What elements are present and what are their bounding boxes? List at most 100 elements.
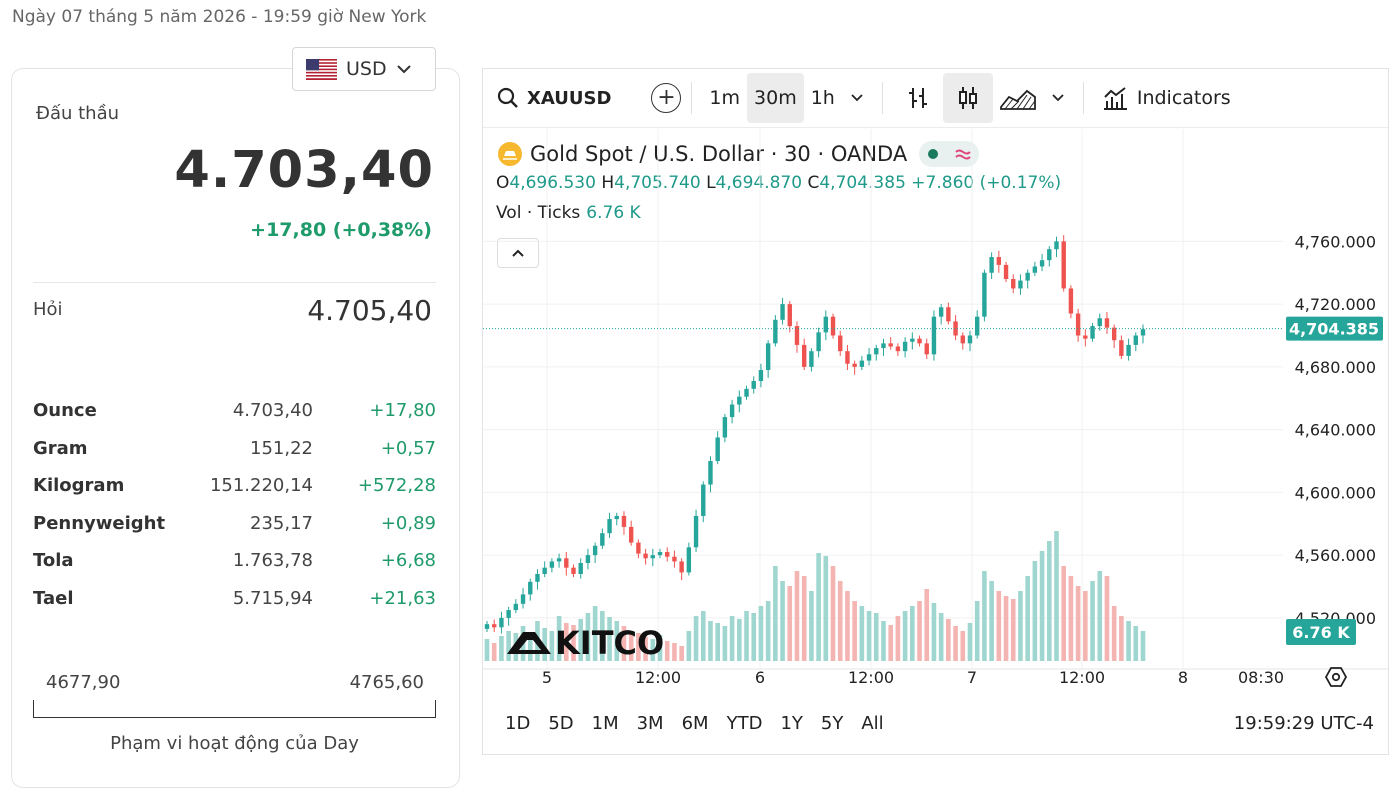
y-axis-tick-label: 4,640.000 <box>1295 421 1376 440</box>
volume-bar <box>866 611 872 661</box>
volume-bar <box>996 591 1002 661</box>
volume-bar <box>946 619 951 661</box>
candle-body <box>974 316 980 336</box>
volume-bar <box>1075 586 1081 661</box>
volume-bar <box>1133 626 1139 661</box>
interval-30m-button[interactable]: 30m <box>747 73 804 123</box>
indicators-button[interactable]: Indicators <box>1094 73 1238 123</box>
x-axis-tick-label: 8 <box>1178 668 1188 687</box>
candle-body <box>528 581 533 595</box>
market-status-pill[interactable] <box>919 141 980 167</box>
candle-body <box>888 343 893 347</box>
candle-body <box>830 316 836 336</box>
candle-body <box>1025 272 1030 281</box>
unit-row: Pennyweight 235,17 +0,89 <box>33 505 436 543</box>
unit-name: Gram <box>33 437 88 459</box>
interval-dropdown[interactable] <box>842 73 872 123</box>
volume-bar <box>693 616 699 661</box>
volume-bar <box>902 611 908 661</box>
candle-body <box>787 304 792 327</box>
candle-chart-style-button[interactable] <box>942 73 993 123</box>
candle-body <box>744 388 749 397</box>
range-1y[interactable]: 1Y <box>780 713 803 734</box>
volume-bar <box>787 586 793 661</box>
volume-bar <box>974 601 980 661</box>
price-chart[interactable]: 4,760.000 4,720.000 4,680.000 4,640.000 4,60… <box>483 129 1388 694</box>
candle-body <box>1047 249 1052 261</box>
range-ytd[interactable]: YTD <box>726 713 763 734</box>
volume-bar <box>1097 571 1103 661</box>
range-6m[interactable]: 6M <box>681 713 709 734</box>
chart-widget: XAUUSD + 1m 30m 1h Indicators Gold Spot <box>482 68 1389 755</box>
unit-row: Kilogram 151.220,14 +572,28 <box>33 467 436 505</box>
volume-bar <box>845 591 850 661</box>
range-all[interactable]: All <box>861 713 884 734</box>
candle-body <box>1061 241 1066 289</box>
unit-row: Ounce 4.703,40 +17,80 <box>33 392 436 430</box>
svg-text:KITCO: KITCO <box>555 624 664 662</box>
day-range-caption: Phạm vi hoạt động của Day <box>110 733 359 754</box>
candle-body <box>953 321 958 336</box>
candle-body <box>643 553 648 559</box>
x-axis-tick-label: 6 <box>755 668 765 687</box>
chevron-down-icon <box>1052 94 1064 102</box>
volume-bar <box>679 646 684 661</box>
header-date: Ngày 07 tháng 5 năm 2026 - 19:59 giờ New… <box>12 7 427 27</box>
candle-body <box>1075 313 1081 336</box>
volume-bar <box>527 635 533 661</box>
candle-body <box>895 346 901 352</box>
volume-bar <box>1083 591 1088 661</box>
candle-body <box>946 307 951 322</box>
close-value: 4,704.385 <box>819 173 906 193</box>
candle-body <box>982 272 987 317</box>
candle-body <box>1133 335 1138 345</box>
bar-chart-style-button[interactable] <box>893 73 943 123</box>
range-3m[interactable]: 3M <box>636 713 664 734</box>
unit-row: Gram 151,22 +0,57 <box>33 430 436 468</box>
interval-1h-button[interactable]: 1h <box>810 87 835 109</box>
ask-value: 4.705,40 <box>307 294 432 327</box>
volume-bar <box>1119 616 1124 661</box>
range-1d[interactable]: 1D <box>505 713 531 734</box>
volume-bar <box>556 616 562 661</box>
volume-bar <box>773 566 778 661</box>
interval-1m-button[interactable]: 1m <box>709 87 741 109</box>
volume-bar <box>1032 561 1038 661</box>
range-5d[interactable]: 5D <box>548 713 574 734</box>
candle-body <box>1090 326 1095 339</box>
range-5y[interactable]: 5Y <box>820 713 844 734</box>
unit-price: 5.715,94 <box>232 587 313 609</box>
volume-bar <box>765 601 771 661</box>
range-1m[interactable]: 1M <box>591 713 619 734</box>
volume-bar <box>664 641 670 661</box>
volume-bar <box>830 566 836 661</box>
candle-body <box>686 547 692 573</box>
symbol-search[interactable]: XAUUSD <box>497 78 611 118</box>
unit-price: 151,22 <box>250 437 313 459</box>
volume-bar <box>989 581 994 661</box>
collapse-legend-button[interactable] <box>497 238 539 268</box>
unit-name: Ounce <box>33 400 97 422</box>
candle-body <box>520 594 526 604</box>
volume-bar <box>837 581 843 661</box>
unit-name: Kilogram <box>33 475 125 497</box>
candle-body <box>708 461 713 485</box>
candle-body <box>499 617 504 628</box>
compare-symbol-button[interactable]: + <box>651 83 682 113</box>
candle-body <box>1083 335 1088 339</box>
settings-gear-icon[interactable] <box>1324 667 1348 687</box>
chart-style-dropdown[interactable] <box>1043 73 1073 123</box>
candle-body <box>1003 264 1009 280</box>
day-range-high: 4765,60 <box>349 672 424 693</box>
candle-body <box>996 257 1002 265</box>
unit-change: +21,63 <box>369 587 436 609</box>
area-chart-style-button[interactable] <box>993 73 1043 123</box>
chart-clock[interactable]: 19:59:29 UTC-4 <box>1233 713 1374 734</box>
currency-dropdown[interactable]: USD <box>292 47 436 91</box>
volume-bar <box>700 611 706 661</box>
volume-bar <box>931 603 937 661</box>
candle-body <box>492 624 497 628</box>
candle-body <box>1068 288 1074 314</box>
x-axis-tick-label: 12:00 <box>635 668 681 687</box>
volume-bar <box>592 606 598 661</box>
